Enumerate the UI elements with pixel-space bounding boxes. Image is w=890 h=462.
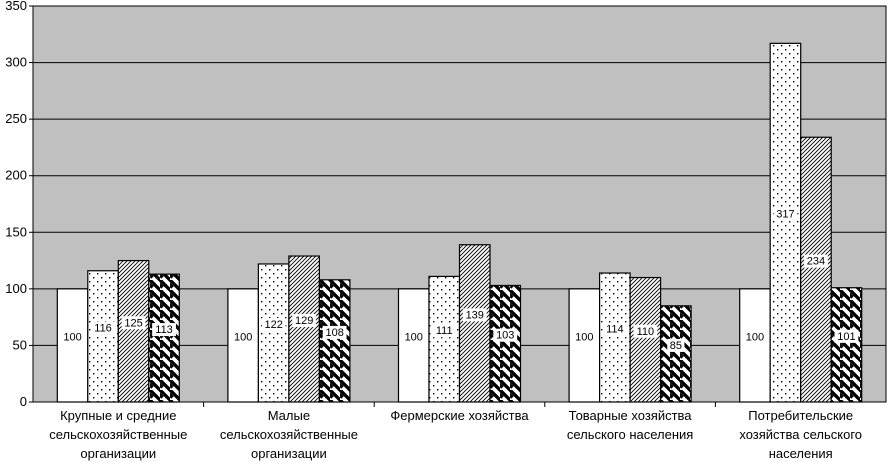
y-tick-label: 350 (5, 0, 27, 13)
bar-series-3 (117, 259, 150, 403)
data-label-bg (91, 321, 115, 335)
bar-series-1 (227, 288, 259, 403)
data-label: 108 (325, 327, 343, 339)
bar-series-4 (148, 273, 180, 403)
x-axis: Крупные и средние сельскохозяйственные орг… (49, 402, 862, 461)
data-label: 110 (637, 326, 655, 338)
data-label: 100 (405, 331, 423, 343)
data-label-bg (322, 325, 347, 339)
category-label: Потребительские хозяйства сельского населе… (739, 408, 862, 461)
y-tick-label: 200 (5, 168, 27, 183)
data-label: 111 (436, 325, 453, 337)
data-label: 100 (234, 331, 252, 343)
data-label: 122 (264, 319, 282, 331)
bars (56, 42, 863, 403)
bar-series-1 (56, 288, 89, 403)
data-label-bg (462, 308, 487, 322)
data-label: 116 (94, 322, 112, 334)
category-label: Фермерские хозяйства (390, 408, 529, 423)
data-label-bg (152, 323, 176, 337)
data-label-bg (602, 322, 627, 336)
bar-series-2 (769, 42, 802, 403)
bar-series-4 (659, 305, 692, 403)
data-label: 139 (466, 309, 484, 321)
data-label-bg (261, 317, 286, 331)
bar-series-1 (739, 288, 771, 403)
bar-series-1 (397, 288, 430, 403)
data-label-bg (804, 254, 828, 268)
data-label: 113 (155, 324, 173, 336)
bar-series-4 (318, 279, 351, 403)
bar-series-2 (87, 270, 119, 403)
y-tick-label: 150 (5, 224, 27, 239)
data-label-bg (667, 338, 685, 352)
data-label-bg (834, 329, 859, 343)
bar-series-3 (800, 136, 832, 403)
data-label: 129 (295, 315, 313, 327)
data-label: 101 (837, 331, 855, 343)
data-label-bg (493, 328, 518, 342)
data-label-bg (633, 324, 658, 338)
category-label: Крупные и средние сельскохозяйственные орг… (49, 408, 187, 461)
data-label: 103 (496, 330, 514, 342)
y-axis: 0 50 100 150 200 250 300 350 (5, 0, 33, 409)
data-label-bg (432, 324, 457, 338)
bar-series-2 (598, 272, 631, 403)
y-tick-label: 300 (5, 55, 27, 70)
data-label-bg (773, 207, 798, 221)
category-label: Товарные хозяйства сельского населения (567, 408, 694, 442)
bar-series-4 (830, 287, 863, 403)
data-label: 125 (124, 317, 142, 329)
data-label: 85 (670, 340, 682, 352)
bar-series-3 (629, 276, 662, 403)
bar-series-1 (568, 288, 601, 403)
y-tick-label: 100 (5, 281, 27, 296)
data-labels: 100 116 125 113 100 122 129 108 100 111 139 103 100 1… (63, 207, 859, 352)
bar-series-2 (428, 275, 461, 403)
data-label: 317 (776, 209, 794, 221)
bar-series-2 (257, 263, 290, 403)
data-label-bg (292, 314, 317, 328)
y-tick-label: 0 (20, 394, 27, 409)
data-label: 100 (575, 331, 593, 343)
data-label: 114 (606, 324, 624, 336)
data-label: 234 (807, 256, 825, 268)
y-tick-label: 50 (13, 337, 27, 352)
y-tick-label: 250 (5, 111, 27, 126)
bar-series-4 (489, 284, 522, 403)
category-label: Малые сельскохозяйственные организации (220, 408, 358, 461)
data-label: 100 (63, 331, 81, 343)
data-label: 100 (746, 331, 764, 343)
bar-series-3 (288, 255, 320, 403)
data-label-bg (121, 316, 146, 330)
bar-series-3 (458, 244, 491, 403)
